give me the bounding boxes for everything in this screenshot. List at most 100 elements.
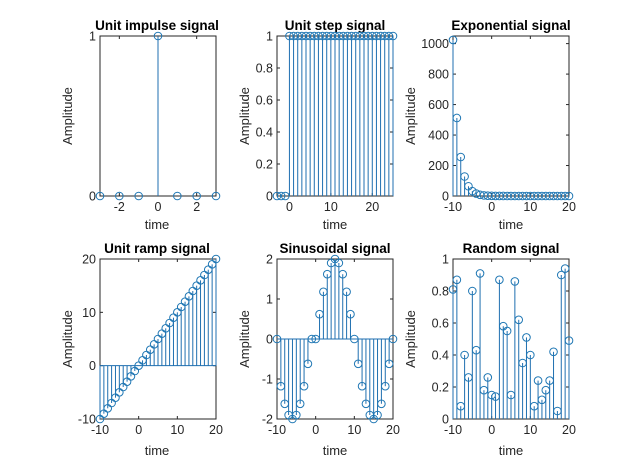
data-point [460,172,469,181]
y-tick-label: 2 [266,253,273,267]
data-point [475,269,485,278]
y-tick-label: 0.2 [432,381,449,395]
panel-title: Random signal [463,241,560,256]
data-point [549,347,558,357]
data-point [334,258,344,268]
y-tick-label: 20 [82,253,96,267]
x-axis-label: time [499,443,524,458]
data-point [303,359,313,369]
y-tick-label: 1 [89,30,96,44]
data-point [510,277,520,286]
data-point [514,315,524,325]
data-point [380,381,390,391]
y-tick-label: -2 [262,413,273,427]
data-point [342,287,351,297]
data-point [460,350,469,360]
data-point [346,309,355,319]
y-tick-label: 0 [89,190,96,204]
data-point [560,264,570,273]
data-point [452,275,462,285]
y-axis-label: Amplitude [60,310,75,368]
panel-sinusoidal: Sinusoidal signal time Amplitude -10 0 1 0 2… [237,241,400,458]
y-tick-label: 1 [266,293,273,307]
y-tick-label: 600 [428,98,449,112]
y-tick-label: 0.8 [432,285,449,299]
x-axis-label: time [145,443,170,458]
x-tick-label: -10 [444,423,462,437]
panel-title: Unit step signal [285,18,386,33]
x-tick-label: 0 [312,423,319,437]
y-tick-label: 200 [428,159,449,173]
data-point [292,410,301,420]
y-tick-label: 0.6 [256,94,273,108]
y-tick-label: 0.2 [256,158,273,172]
y-axis-label: Amplitude [237,87,252,145]
data-point [495,275,504,285]
y-tick-label: 0.4 [256,126,273,140]
panel-exponential: Exponential signal time Amplitude -10 0 10… [403,18,576,232]
x-axis-label: time [145,217,170,232]
y-tick-label: 0.8 [256,62,273,76]
panel-unit-impulse: Unit impulse signal time Amplitude -2 0 2 0… [60,18,221,232]
data-point [560,191,570,201]
data-point [373,410,382,420]
x-tick-label: 10 [324,200,338,214]
y-tick-label: 0 [89,359,96,373]
x-tick-label: 0 [488,200,495,214]
y-tick-label: 10 [82,306,96,320]
x-tick-label: 2 [193,200,200,214]
x-tick-label: 0 [286,200,293,214]
x-tick-label: 20 [562,423,576,437]
data-point [377,399,386,409]
x-tick-label: 20 [562,200,576,214]
y-tick-label: 0 [442,413,449,427]
axes-box [452,35,570,197]
y-axis-label: Amplitude [60,87,75,145]
data-point [192,191,201,201]
x-tick-label: 20 [365,200,379,214]
x-axis-label: time [323,217,348,232]
data-point [307,334,317,344]
panel-unit-ramp: Unit ramp signal time Amplitude -10 0 10 20… [60,241,223,458]
x-tick-label: 20 [386,423,400,437]
y-tick-label: 0.4 [432,349,449,363]
data-point [483,373,493,382]
x-tick-label: -10 [268,423,286,437]
data-point [115,191,124,201]
y-tick-label: 1 [266,30,273,44]
data-point [153,31,163,41]
x-tick-label: 10 [170,423,184,437]
y-tick-label: 0 [266,333,273,347]
data-point [452,113,462,123]
data-point [338,269,348,279]
data-point [95,191,105,201]
data-point [564,336,574,345]
data-point [468,286,477,296]
y-axis-label: Amplitude [237,310,252,368]
x-axis-label: time [323,443,348,458]
data-point [388,31,398,41]
x-axis-label: time [499,217,524,232]
panel-unit-step: Unit step signal time Amplitude 0 10 20 0 0.… [237,18,398,232]
data-point [134,191,143,201]
data-point [471,189,481,198]
data-point [211,191,221,201]
data-point [295,399,305,409]
panel-title: Sinusoidal signal [279,241,390,256]
data-point [522,333,531,342]
data-point [272,191,282,201]
data-point [173,191,182,201]
y-tick-label: 0 [266,190,273,204]
x-tick-label: 0 [155,200,162,214]
data-point [526,350,535,360]
data-point [384,359,394,369]
data-point [448,35,458,45]
y-tick-label: 0.6 [432,317,449,331]
data-point [533,376,543,385]
y-tick-label: 0 [442,190,449,204]
y-tick-label: -1 [262,373,273,387]
x-tick-label: 10 [523,200,537,214]
data-point [502,326,512,336]
y-tick-label: 400 [428,129,449,143]
